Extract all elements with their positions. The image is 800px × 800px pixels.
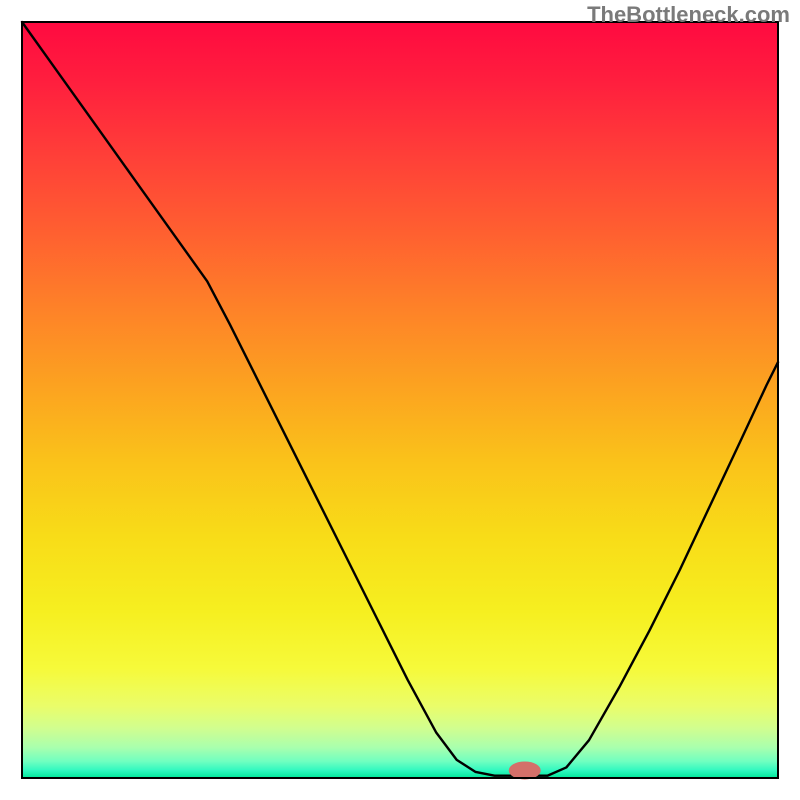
optimal-point-marker [509,761,541,779]
bottleneck-chart [0,0,800,800]
chart-container: TheBottleneck.com [0,0,800,800]
watermark-text: TheBottleneck.com [587,2,790,28]
